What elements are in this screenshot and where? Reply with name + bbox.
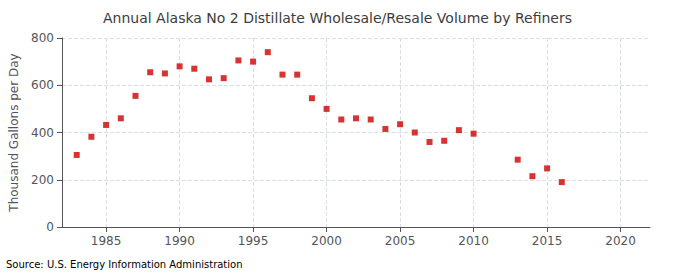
svg-text:400: 400 <box>31 126 54 140</box>
svg-text:2000: 2000 <box>311 234 342 248</box>
svg-text:Source: U.S. Energy Informatio: Source: U.S. Energy Information Administ… <box>6 259 243 270</box>
svg-text:800: 800 <box>31 31 54 45</box>
svg-text:1990: 1990 <box>164 234 195 248</box>
svg-text:Annual Alaska No 2 Distillate: Annual Alaska No 2 Distillate Wholesale/… <box>103 10 572 26</box>
svg-text:2005: 2005 <box>385 234 416 248</box>
svg-text:1985: 1985 <box>91 234 122 248</box>
svg-text:2010: 2010 <box>458 234 489 248</box>
svg-text:200: 200 <box>31 173 54 187</box>
svg-text:Thousand Gallons per Day: Thousand Gallons per Day <box>7 53 21 212</box>
svg-text:2015: 2015 <box>532 234 563 248</box>
svg-text:2020: 2020 <box>605 234 636 248</box>
svg-text:1995: 1995 <box>238 234 269 248</box>
svg-text:0: 0 <box>46 220 54 234</box>
svg-text:600: 600 <box>31 78 54 92</box>
